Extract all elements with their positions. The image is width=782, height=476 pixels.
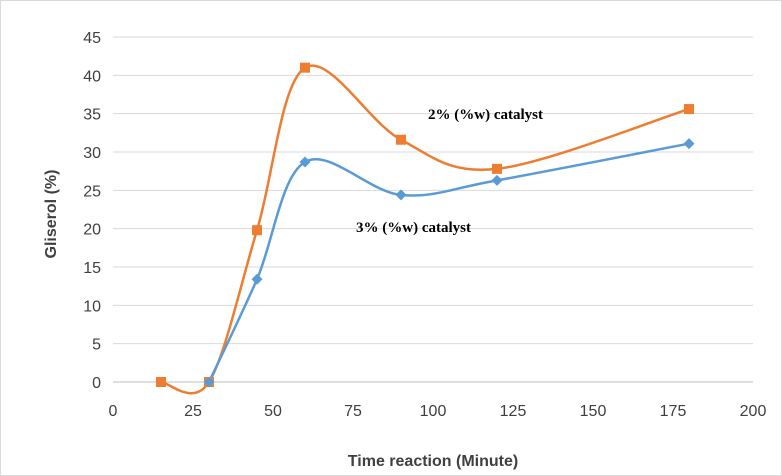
y-tick-label: 5 bbox=[92, 337, 101, 354]
x-axis-title: Time reaction (Minute) bbox=[348, 453, 518, 470]
y-tick-label: 0 bbox=[92, 375, 101, 392]
series-line-2 bbox=[207, 142, 690, 383]
data-point-square bbox=[252, 225, 262, 236]
x-tick-label: 175 bbox=[660, 403, 687, 420]
data-point-diamond bbox=[299, 156, 311, 168]
x-tick-label: 0 bbox=[109, 403, 118, 420]
y-tick-label: 25 bbox=[83, 183, 101, 200]
y-tick-label: 10 bbox=[83, 298, 101, 315]
x-tick-label: 100 bbox=[420, 403, 447, 420]
y-tick-label: 20 bbox=[83, 222, 101, 239]
y-tick-label: 45 bbox=[83, 30, 101, 47]
y-tick-label: 35 bbox=[83, 107, 101, 124]
data-point-diamond bbox=[683, 138, 695, 150]
y-tick-label: 30 bbox=[83, 145, 101, 162]
x-tick-label: 125 bbox=[500, 403, 527, 420]
x-tick-label: 75 bbox=[344, 403, 362, 420]
x-tick-label: 150 bbox=[580, 403, 607, 420]
y-tick-label: 40 bbox=[83, 68, 101, 85]
data-point-diamond bbox=[203, 376, 215, 388]
x-tick-label: 50 bbox=[264, 403, 282, 420]
series-annotation-3pct: 3% (%w) catalyst bbox=[356, 220, 471, 236]
gridlines bbox=[113, 36, 753, 345]
data-point-square bbox=[684, 104, 694, 115]
tick-labels: 0 5 10 15 20 25 30 35 40 45 0 25 50 75 100 125 150 175 200 bbox=[83, 30, 766, 420]
data-point-square bbox=[492, 163, 502, 174]
y-tick-label: 15 bbox=[83, 260, 101, 277]
data-point-square bbox=[156, 377, 166, 387]
x-tick-label: 25 bbox=[184, 403, 202, 420]
series-annotation-2pct: 2% (%w) catalyst bbox=[428, 107, 543, 123]
series-markers bbox=[156, 62, 695, 388]
y-axis-title: Gliserol (%) bbox=[43, 170, 60, 259]
data-point-diamond bbox=[491, 174, 503, 186]
data-point-diamond bbox=[251, 273, 263, 285]
data-point-square bbox=[396, 134, 406, 145]
data-point-diamond bbox=[395, 189, 407, 201]
x-tick-label: 200 bbox=[740, 403, 767, 420]
data-point-square bbox=[300, 62, 310, 73]
